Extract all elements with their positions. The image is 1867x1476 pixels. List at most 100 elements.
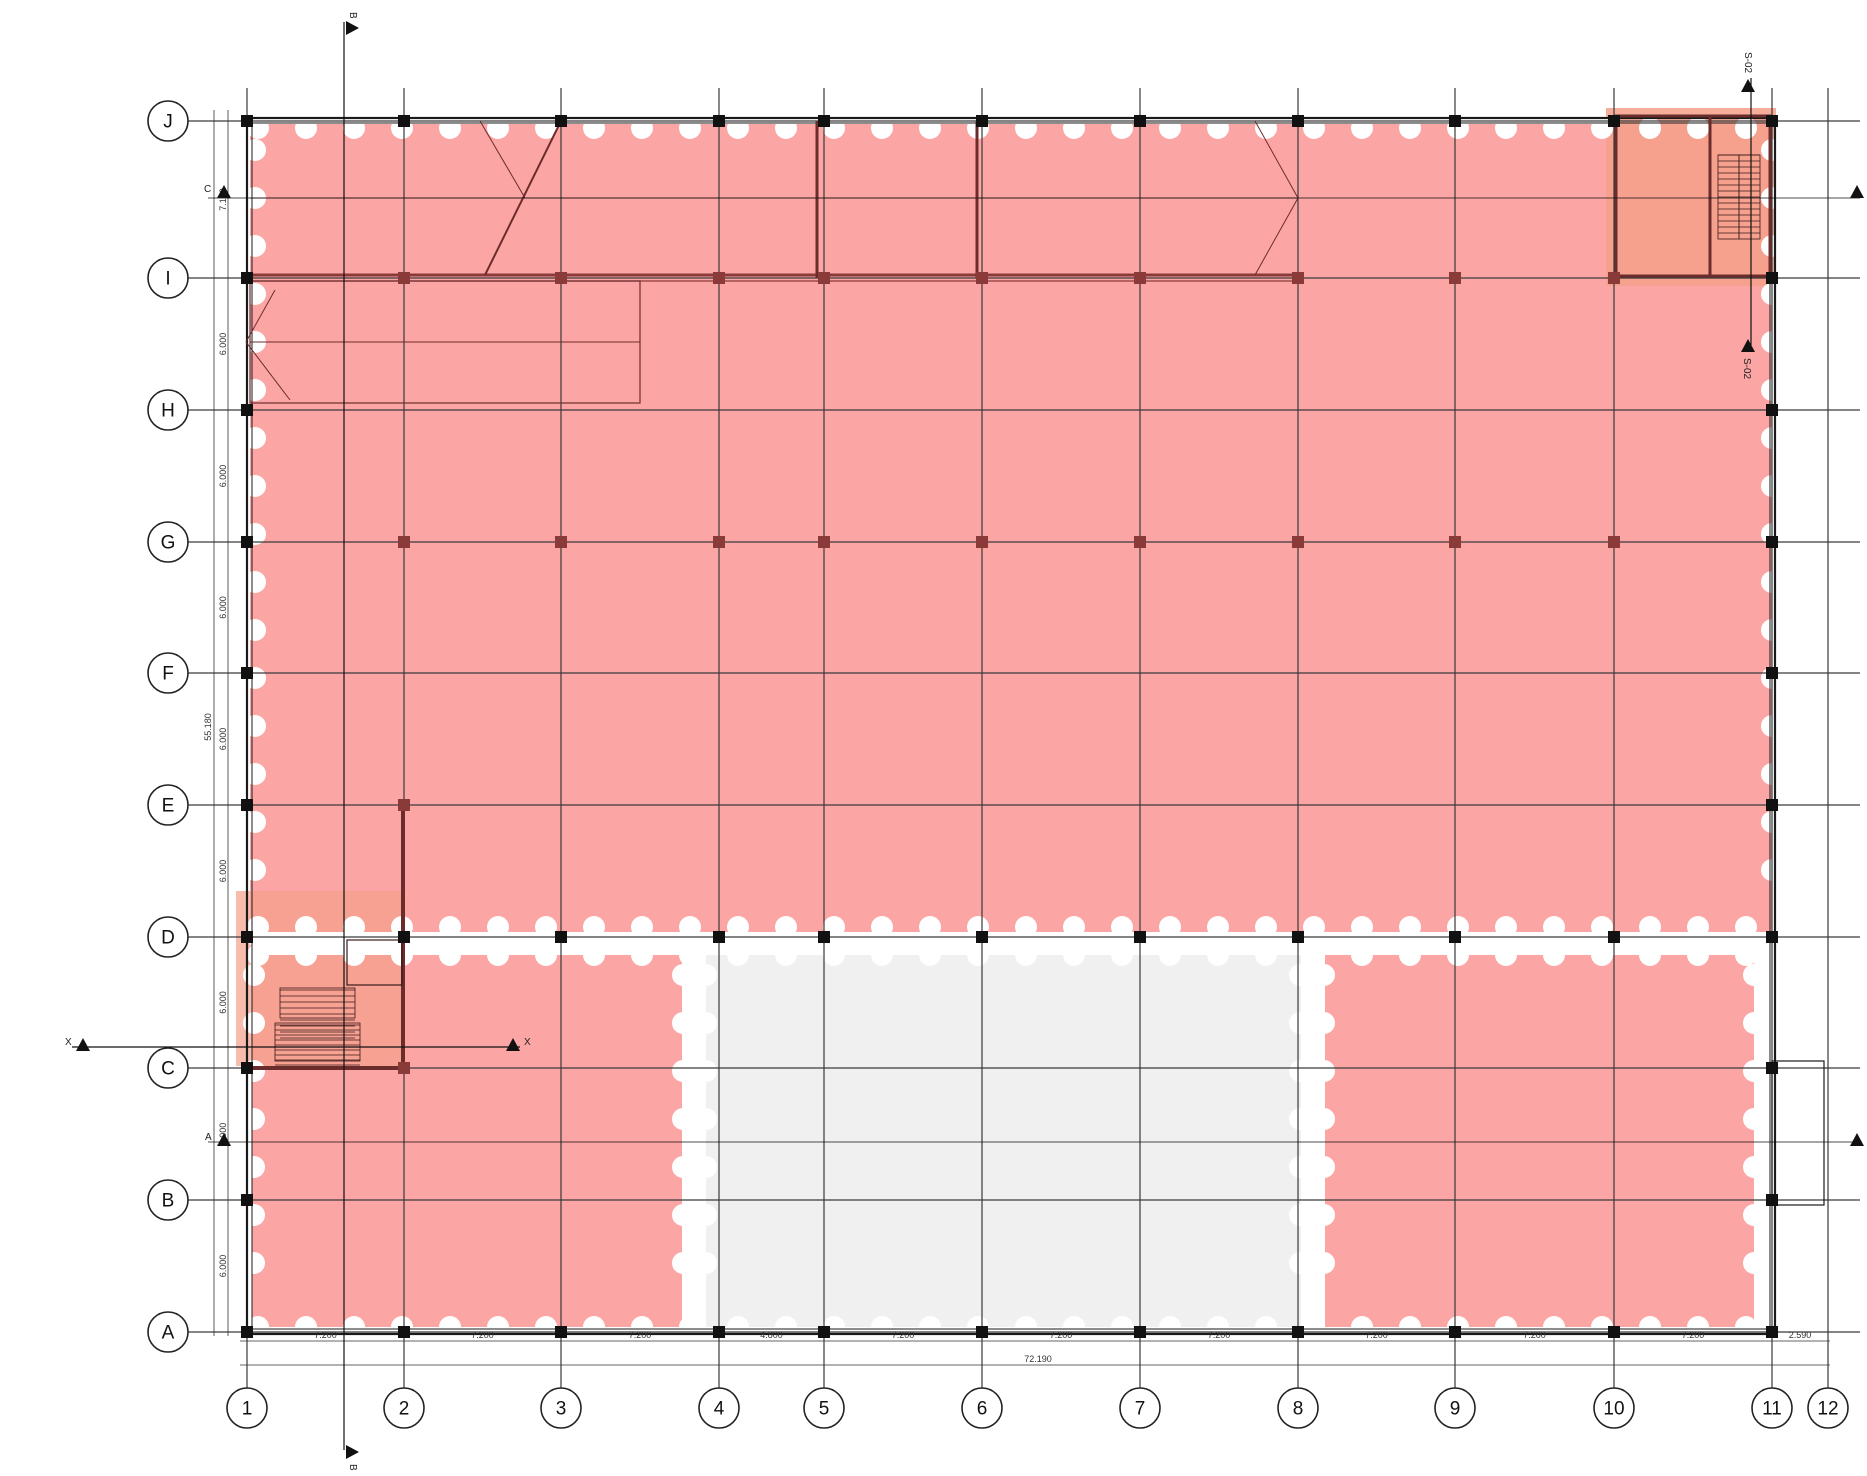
cloud-scallop bbox=[1303, 117, 1325, 139]
grid-label-col-7: 7 bbox=[1135, 1399, 1146, 1420]
cloud-scallop bbox=[244, 763, 266, 785]
grid-bubble-col-5 bbox=[803, 1387, 845, 1429]
column bbox=[1608, 1326, 1620, 1338]
cloud-gap bbox=[252, 932, 1770, 955]
cloud-scallop bbox=[1743, 964, 1765, 986]
cloud-scallop bbox=[1735, 117, 1757, 139]
dim-bottom-5: 7.200 bbox=[892, 1330, 915, 1340]
grid-label-row-E: E bbox=[162, 796, 175, 817]
stairs bbox=[274, 154, 1761, 1066]
section-arrow-s02-top bbox=[1741, 79, 1755, 92]
column bbox=[713, 1326, 725, 1338]
column bbox=[398, 272, 410, 284]
cloud-scallop bbox=[1743, 1204, 1765, 1226]
dim-bottom-8: 7.200 bbox=[1365, 1330, 1388, 1340]
section-arrow-a-right bbox=[1850, 1133, 1864, 1146]
cloud-scallop bbox=[244, 571, 266, 593]
cloud-scallop bbox=[727, 117, 749, 139]
dim-bottom-7: 7.200 bbox=[1208, 1330, 1231, 1340]
grid-bubble-col-6 bbox=[961, 1387, 1003, 1429]
column bbox=[976, 272, 988, 284]
grid-bubble-row-B bbox=[147, 1179, 189, 1221]
zone-lower-right bbox=[1324, 955, 1754, 1327]
cloud-scallop bbox=[244, 811, 266, 833]
core-lower-box bbox=[346, 939, 403, 986]
dimension-lines bbox=[213, 110, 1830, 1366]
section-label-b-top: B bbox=[347, 12, 358, 19]
dim-overall-height: 55.180 bbox=[203, 713, 213, 741]
cloud-scallop bbox=[343, 117, 365, 139]
column bbox=[818, 931, 830, 943]
section-label-x-right: X bbox=[524, 1037, 531, 1048]
section-arrow-b-top bbox=[346, 21, 359, 35]
cloud-scallop bbox=[244, 619, 266, 641]
cloud-scallop bbox=[1111, 117, 1133, 139]
dim-overall-width: 72.190 bbox=[1024, 1354, 1052, 1364]
cloud-scallop bbox=[243, 1108, 265, 1130]
column bbox=[241, 931, 253, 943]
grid-bubble-col-9 bbox=[1434, 1387, 1476, 1429]
grid-label-col-8: 8 bbox=[1293, 1399, 1304, 1420]
column bbox=[241, 667, 253, 679]
grid-label-col-1: 1 bbox=[242, 1399, 253, 1420]
cloud-scallop bbox=[1399, 117, 1421, 139]
grid-label-row-D: D bbox=[161, 928, 175, 949]
ramp-diag-3 bbox=[1254, 120, 1299, 199]
column bbox=[818, 1326, 830, 1338]
grid-label-row-I: I bbox=[165, 269, 170, 290]
dim-bottom-4: 4.800 bbox=[760, 1330, 783, 1340]
column bbox=[1449, 536, 1461, 548]
grid-bubble-col-11 bbox=[1751, 1387, 1793, 1429]
cloud-scallop bbox=[775, 117, 797, 139]
dim-left-7: 6.000 bbox=[218, 991, 228, 1014]
column bbox=[1766, 931, 1778, 943]
column bbox=[1449, 272, 1461, 284]
column bbox=[555, 115, 567, 127]
section-label-s02-bottom: S-02 bbox=[1741, 358, 1752, 380]
section-markers: B B S-02 S-02 X X A C bbox=[65, 12, 1864, 1471]
column bbox=[398, 536, 410, 548]
grid-label-col-12: 12 bbox=[1817, 1399, 1838, 1420]
section-label-c-left: C bbox=[204, 184, 211, 195]
grid-label-row-C: C bbox=[161, 1059, 175, 1080]
cloud-scallop bbox=[244, 859, 266, 881]
stair-flight bbox=[1738, 154, 1761, 240]
column bbox=[398, 115, 410, 127]
section-label-a-left: A bbox=[205, 1132, 212, 1143]
column bbox=[1134, 1326, 1146, 1338]
grid-label-row-H: H bbox=[161, 401, 175, 422]
grid-bubble-col-10 bbox=[1593, 1387, 1635, 1429]
grid-bubble-row-E bbox=[147, 784, 189, 826]
building-outline-inner bbox=[251, 122, 1771, 1330]
column bbox=[1134, 931, 1146, 943]
ramp-box-diag-2 bbox=[245, 341, 291, 401]
column bbox=[1766, 1326, 1778, 1338]
dim-bottom-11: 2.590 bbox=[1789, 1330, 1812, 1340]
grid-label-col-9: 9 bbox=[1450, 1399, 1461, 1420]
column bbox=[1292, 931, 1304, 943]
column bbox=[241, 1326, 253, 1338]
structural-columns bbox=[241, 115, 1778, 1338]
cloud-scallop bbox=[1743, 1252, 1765, 1274]
section-arrow-b-bottom bbox=[346, 1445, 359, 1459]
dim-left-8: 6.000 bbox=[218, 1123, 228, 1146]
column bbox=[976, 536, 988, 548]
cloud-scallop bbox=[679, 117, 701, 139]
column bbox=[1608, 272, 1620, 284]
column bbox=[1766, 115, 1778, 127]
grid-bubble-row-H bbox=[147, 389, 189, 431]
dim-left-3: 6.000 bbox=[218, 465, 228, 488]
cloud-scallop bbox=[1543, 117, 1565, 139]
cloud-scallop bbox=[295, 117, 317, 139]
section-arrow-c-right bbox=[1850, 185, 1864, 198]
section-arrow-c-left bbox=[217, 185, 231, 198]
cloud-scallop bbox=[871, 117, 893, 139]
ramp-box-diag-1 bbox=[245, 289, 276, 343]
column bbox=[713, 931, 725, 943]
column bbox=[1608, 536, 1620, 548]
cloud-scallop bbox=[583, 117, 605, 139]
column bbox=[1449, 115, 1461, 127]
column bbox=[398, 799, 410, 811]
cloud-scallop bbox=[439, 117, 461, 139]
grid-bubble-col-7 bbox=[1119, 1387, 1161, 1429]
